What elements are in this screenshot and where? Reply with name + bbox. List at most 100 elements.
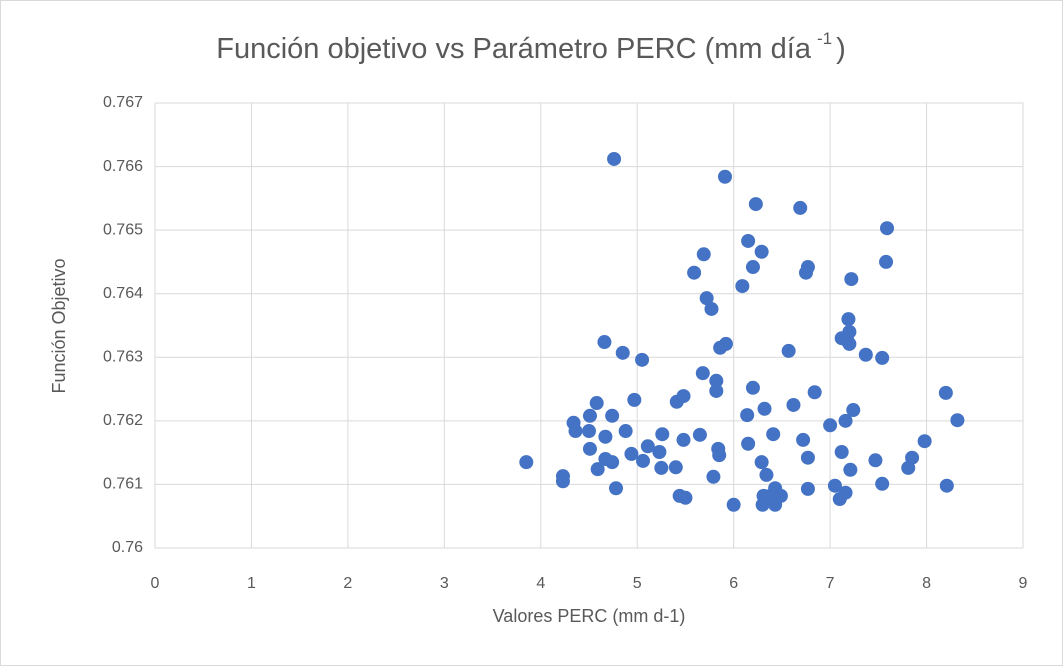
point [740,408,755,423]
point [706,469,721,484]
point [582,441,597,456]
point [652,445,667,460]
point [938,385,953,400]
point [939,478,954,493]
point [800,450,815,465]
x-tick-label: 2 [343,575,352,592]
x-tick-label: 3 [440,575,449,592]
chart-title: Función objetivo vs Parámetro PERC (mm d… [216,29,846,64]
point [759,467,774,482]
point [842,336,857,351]
point [624,446,639,461]
point [582,408,597,423]
point [741,436,756,451]
point [615,345,630,360]
point [843,462,858,477]
y-tick-label: 0.766 [103,158,143,175]
point [838,413,853,428]
y-tick-label: 0.765 [103,221,143,238]
point [741,233,756,248]
point [858,347,873,362]
y-axis-title: Función Objetivo [49,258,69,393]
title-superscript: -1 [817,29,832,48]
point [590,462,605,477]
point [879,254,894,269]
point [745,380,760,395]
x-tick-label: 6 [729,575,738,592]
point [636,453,651,468]
point [709,373,724,388]
point [654,460,669,475]
y-tick-label: 0.761 [103,476,143,493]
point [655,427,670,442]
x-tick-label: 5 [633,575,642,592]
y-tick-label: 0.763 [103,349,143,366]
point [905,450,920,465]
point [627,392,642,407]
point [917,434,932,449]
point [823,418,838,433]
point [757,401,772,416]
point [635,352,650,367]
point [875,476,890,491]
y-tick-label: 0.767 [103,94,143,111]
point [796,432,811,447]
x-tick-label: 0 [151,575,160,592]
point [568,424,583,439]
point [678,490,693,505]
point [754,244,769,259]
point [598,429,613,444]
point [555,474,570,489]
point [842,324,857,339]
point [846,403,861,418]
point [834,445,849,460]
point [800,481,815,496]
point [607,151,622,166]
title-main: Función objetivo vs Parámetro PERC (mm d… [216,33,812,65]
x-tick-label: 8 [922,575,931,592]
point [696,247,711,262]
point [692,427,707,442]
point [875,350,890,365]
point [519,455,534,470]
point [687,265,702,280]
point [735,279,750,294]
point [699,291,714,306]
point [718,336,733,351]
point [844,272,859,287]
point [773,488,788,503]
point [800,260,815,275]
y-tick-label: 0.764 [103,285,143,302]
point [589,396,604,411]
point [695,366,710,381]
point [748,197,763,212]
x-axis-title: Valores PERC (mm d-1) [493,606,686,626]
point [868,453,883,468]
point [781,343,796,358]
x-tick-label: 7 [826,575,835,592]
point [640,439,655,454]
point [766,427,781,442]
point [807,385,822,400]
point [726,497,741,512]
point [668,460,683,475]
point [597,335,612,350]
point [704,301,719,316]
point [709,383,724,398]
point [712,448,727,463]
point [841,312,856,327]
point [676,432,691,447]
point [950,413,965,428]
point [745,260,760,275]
point [793,200,808,215]
y-tick-label: 0.762 [103,412,143,429]
x-tick-label: 4 [536,575,545,592]
x-tick-label: 9 [1019,575,1028,592]
x-tick-label: 1 [247,575,256,592]
y-tick-label: 0.76 [112,539,143,556]
point [582,424,596,439]
point [786,397,801,412]
point [618,424,633,439]
